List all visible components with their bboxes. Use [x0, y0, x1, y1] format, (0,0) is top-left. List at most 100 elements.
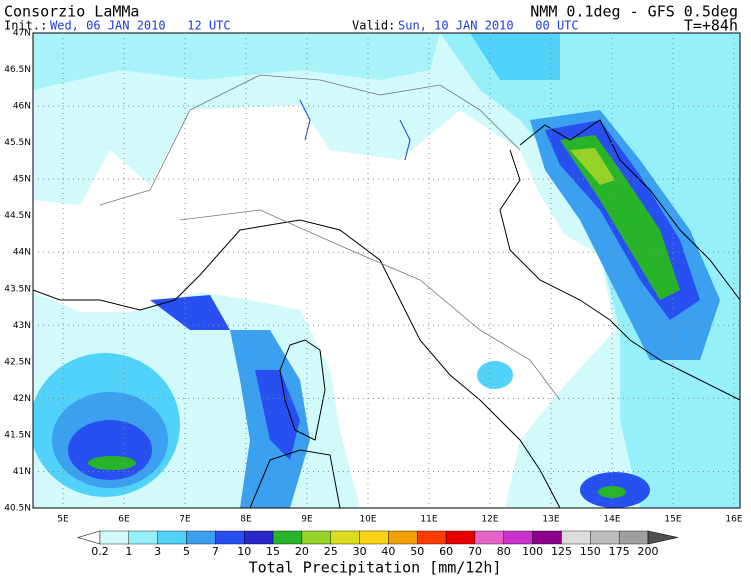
valid-label: Valid: — [352, 19, 395, 33]
map-frame — [32, 32, 741, 509]
lat-label: 44.5N — [4, 211, 31, 221]
colorbar-box — [590, 530, 620, 545]
south-green — [598, 486, 626, 498]
colorbar-title: Total Precipitation [mm/12h] — [249, 559, 502, 577]
colorbar-box — [618, 530, 649, 545]
north-band — [33, 33, 440, 90]
lat-label: 41N — [13, 467, 31, 477]
colorbar-label: 50 — [410, 545, 424, 558]
lat-label: 46N — [13, 102, 31, 112]
lat-label: 46.5N — [4, 65, 31, 75]
lat-label: 42.5N — [4, 357, 31, 367]
colorbar-label: 70 — [468, 545, 482, 558]
dry-area — [33, 105, 615, 508]
region-border — [179, 209, 561, 401]
lon-label: 10E — [359, 515, 376, 525]
west-rain-green — [88, 456, 136, 470]
lat-label: 45.5N — [4, 138, 31, 148]
lon-label: 12E — [481, 515, 498, 525]
colorbar-box — [330, 530, 360, 545]
colorbar-box — [301, 530, 331, 545]
lead-time: T=+84h — [684, 17, 738, 35]
colorbar-label: 150 — [580, 545, 601, 558]
adriatic-green — [560, 135, 680, 300]
lazio-rain — [477, 361, 513, 389]
colorbar-box — [445, 530, 476, 545]
lat-label: 42N — [13, 394, 31, 404]
graticule: 47N 46.5N 46N 45.5N 45N 44.5N 44N 43.5N 43N 42.5N… — [4, 29, 743, 525]
colorbar-label: 3 — [154, 545, 161, 558]
colorbar-box — [157, 530, 187, 545]
map-field — [33, 33, 740, 508]
colorbar-box — [388, 530, 418, 545]
coast-tyrrhenian — [32, 219, 561, 509]
colorbar-end — [647, 530, 679, 545]
colorbar-box — [359, 530, 389, 545]
lat-label: 44N — [13, 248, 31, 258]
colorbar-label: 125 — [551, 545, 572, 558]
adriatic-band — [440, 33, 740, 508]
lon-label: 8E — [240, 515, 252, 525]
lon-label: 6E — [118, 515, 130, 525]
colorbar-label: 7 — [212, 545, 219, 558]
colorbar-box — [272, 530, 303, 545]
adriatic-lime — [570, 148, 615, 185]
lon-label: 14E — [603, 515, 620, 525]
lon-label: 15E — [664, 515, 681, 525]
colorbar-label: 80 — [497, 545, 511, 558]
coast-adriatic — [499, 149, 741, 401]
colorbar-label: 40 — [381, 545, 395, 558]
colorbar-label: 0.2 — [91, 545, 109, 558]
ligurian-rain — [150, 295, 230, 330]
alps-rain — [470, 33, 560, 80]
lat-label: 45N — [13, 175, 31, 185]
colorbar-box — [532, 530, 562, 545]
lon-label: 13E — [542, 515, 559, 525]
lake — [399, 119, 411, 161]
colorbar-label: 5 — [183, 545, 190, 558]
colorbar-box — [561, 530, 591, 545]
colorbar-label: 15 — [266, 545, 280, 558]
colorbar-label: 200 — [638, 545, 659, 558]
valid-time: Sun, 10 JAN 2010 00 UTC — [398, 19, 579, 33]
lon-label: 5E — [57, 515, 69, 525]
lon-label: 16E — [725, 515, 742, 525]
colorbar-box — [128, 530, 158, 545]
colorbar-box — [503, 530, 533, 545]
coast-dalmatia — [519, 119, 741, 301]
colorbar-box — [474, 530, 504, 545]
colorbar-label: 10 — [237, 545, 251, 558]
colorbar-box — [215, 530, 245, 545]
colorbar-box — [186, 530, 216, 545]
colorbar-box — [99, 530, 130, 545]
coastlines — [32, 74, 741, 509]
model-info: NMM 0.1deg - GFS 0.5deg — [530, 3, 738, 21]
lat-label: 43N — [13, 321, 31, 331]
init-time: Wed, 06 JAN 2010 12 UTC — [50, 19, 231, 33]
lat-label: 41.5N — [4, 430, 31, 440]
colorbar: 0.2 1 3 5 7 10 15 20 25 30 40 50 60 70 80 100 125 150 175 2… — [76, 530, 679, 558]
lat-label: 43.5N — [4, 284, 31, 294]
alpine-border — [99, 74, 521, 206]
colorbar-box — [244, 530, 274, 545]
lon-label: 9E — [301, 515, 313, 525]
sardinia — [249, 449, 341, 509]
colorbar-box — [417, 530, 447, 545]
init-label: Init.: — [4, 19, 47, 33]
colorbar-end — [76, 530, 101, 545]
corsica-heavy — [255, 370, 300, 460]
lat-label: 40.5N — [4, 504, 31, 514]
lon-label: 7E — [179, 515, 191, 525]
lat-label: 47N — [13, 29, 31, 39]
colorbar-label: 175 — [609, 545, 630, 558]
colorbar-label: 20 — [295, 545, 309, 558]
colorbar-label: 30 — [353, 545, 367, 558]
lon-label: 11E — [420, 515, 437, 525]
colorbar-label: 1 — [125, 545, 132, 558]
title: Consorzio LaMMa — [4, 3, 139, 21]
west-rain-heavy — [68, 420, 152, 480]
colorbar-label: 60 — [439, 545, 453, 558]
colorbar-label: 100 — [522, 545, 543, 558]
corsica — [279, 339, 326, 441]
